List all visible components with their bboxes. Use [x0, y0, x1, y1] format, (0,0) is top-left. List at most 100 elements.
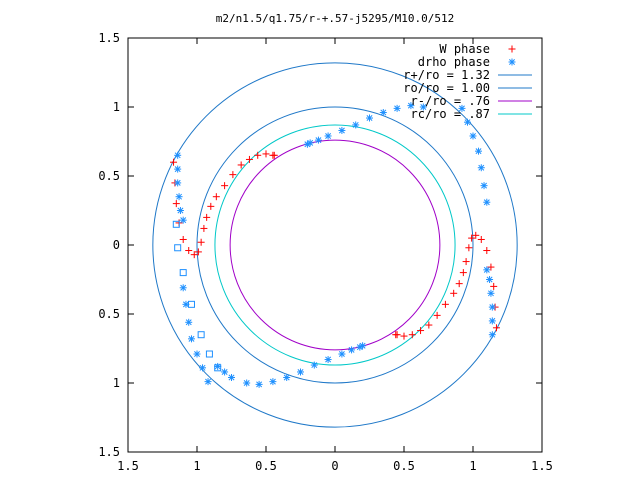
radius-circle-5 — [229, 139, 441, 351]
point-s1-41 — [204, 378, 212, 386]
point-s1-8 — [488, 303, 496, 311]
point-s0-28 — [468, 234, 476, 242]
point-s1-2 — [174, 179, 182, 187]
radius-circle-4 — [196, 106, 474, 384]
point-s0-36 — [425, 321, 433, 329]
point-s1-31 — [348, 346, 356, 354]
point-s0-10 — [203, 213, 211, 221]
point-s0-11 — [207, 202, 215, 210]
axis-ticks: 1.5 1 0.5 0 0.5 1 1.51.510.500.511.5 — [98, 31, 553, 473]
point-s2-4 — [197, 331, 205, 339]
point-s2-0 — [172, 220, 180, 228]
point-s0-9 — [200, 224, 208, 232]
point-s1-5 — [179, 216, 187, 224]
legend-label-6: rc/ro = .87 — [411, 107, 490, 121]
point-s1-9 — [487, 289, 495, 297]
point-s1-26 — [283, 373, 291, 381]
point-s1-48 — [214, 362, 222, 370]
point-s0-6 — [190, 251, 198, 259]
x-tick-label-0: 1.5 — [117, 459, 139, 473]
y-tick-label-0: 1.5 — [98, 31, 120, 45]
legend-label-0: W phase — [439, 42, 490, 56]
point-s1-30 — [338, 350, 346, 358]
point-s0-23 — [490, 282, 498, 290]
point-s0-33 — [450, 289, 458, 297]
point-s0-25 — [483, 247, 491, 255]
point-s1-42 — [199, 364, 207, 372]
point-s2-3 — [187, 300, 195, 308]
point-s1-15 — [379, 109, 387, 117]
point-s0-21 — [492, 324, 500, 332]
point-s1-11 — [483, 266, 491, 274]
x-tick-label-4: 0.5 — [393, 459, 415, 473]
legend-swatch-1 — [508, 58, 516, 66]
point-s1-49 — [221, 368, 229, 376]
point-s0-17 — [254, 151, 262, 159]
point-s1-19 — [324, 132, 332, 140]
x-tick-label-6: 1.5 — [531, 459, 553, 473]
point-s1-20 — [314, 136, 322, 144]
legend-label-3: r+/ro = 1.32 — [403, 68, 490, 82]
point-s0-38 — [408, 331, 416, 339]
point-s0-20 — [270, 151, 278, 159]
point-s1-28 — [310, 361, 318, 369]
point-s0-27 — [472, 231, 480, 239]
point-s0-15 — [237, 161, 245, 169]
point-s2-5 — [205, 350, 213, 358]
y-tick-label-5: 1 — [113, 376, 120, 390]
point-s0-18 — [262, 150, 270, 158]
point-s1-38 — [477, 164, 485, 172]
legend-label-5: r-/ro = .76 — [411, 94, 490, 108]
data-points — [170, 102, 500, 388]
point-s1-40 — [483, 198, 491, 206]
point-s1-39 — [480, 182, 488, 190]
point-s1-4 — [176, 207, 184, 214]
x-tick-label-5: 1 — [469, 459, 476, 473]
point-s1-45 — [185, 318, 193, 326]
point-s0-37 — [417, 327, 425, 335]
radius-circle-6 — [214, 124, 456, 366]
point-s0-2 — [172, 200, 180, 208]
point-s0-34 — [441, 300, 449, 308]
point-s1-6 — [488, 331, 496, 339]
y-tick-label-4: 0.5 — [98, 307, 120, 321]
point-s0-0 — [170, 158, 178, 166]
point-s0-8 — [197, 238, 205, 246]
point-s2-6 — [214, 364, 222, 372]
point-s0-39 — [400, 332, 408, 340]
y-tick-label-2: 0.5 — [98, 169, 120, 183]
radius-circle-3 — [152, 62, 518, 428]
point-s0-29 — [465, 244, 473, 252]
point-s1-1 — [174, 165, 182, 173]
radius-circles — [152, 62, 518, 428]
point-s2-1 — [174, 244, 182, 252]
point-s1-29 — [324, 356, 332, 364]
x-tick-label-3: 0 — [331, 459, 338, 473]
point-s1-16 — [366, 114, 373, 122]
point-s1-22 — [303, 140, 311, 148]
point-s1-18 — [338, 126, 346, 134]
point-s0-12 — [212, 193, 220, 201]
point-s0-14 — [229, 171, 237, 179]
point-s1-44 — [187, 335, 195, 343]
point-s1-36 — [469, 132, 477, 140]
point-s0-41 — [392, 331, 400, 339]
x-tick-label-1: 1 — [193, 459, 200, 473]
point-s1-47 — [179, 284, 187, 292]
point-s1-14 — [393, 104, 401, 112]
point-s1-3 — [175, 193, 183, 201]
point-s1-43 — [193, 350, 201, 358]
point-s1-0 — [174, 151, 182, 159]
point-s0-5 — [185, 247, 193, 255]
point-s1-13 — [407, 102, 415, 110]
legend-swatch-0 — [508, 45, 516, 53]
point-s0-26 — [477, 235, 485, 243]
point-s0-24 — [487, 263, 495, 271]
point-s0-35 — [433, 311, 441, 319]
x-tick-label-2: 0.5 — [255, 459, 277, 473]
point-s1-12 — [419, 103, 427, 111]
point-s1-34 — [458, 104, 466, 112]
point-s1-17 — [352, 121, 360, 129]
